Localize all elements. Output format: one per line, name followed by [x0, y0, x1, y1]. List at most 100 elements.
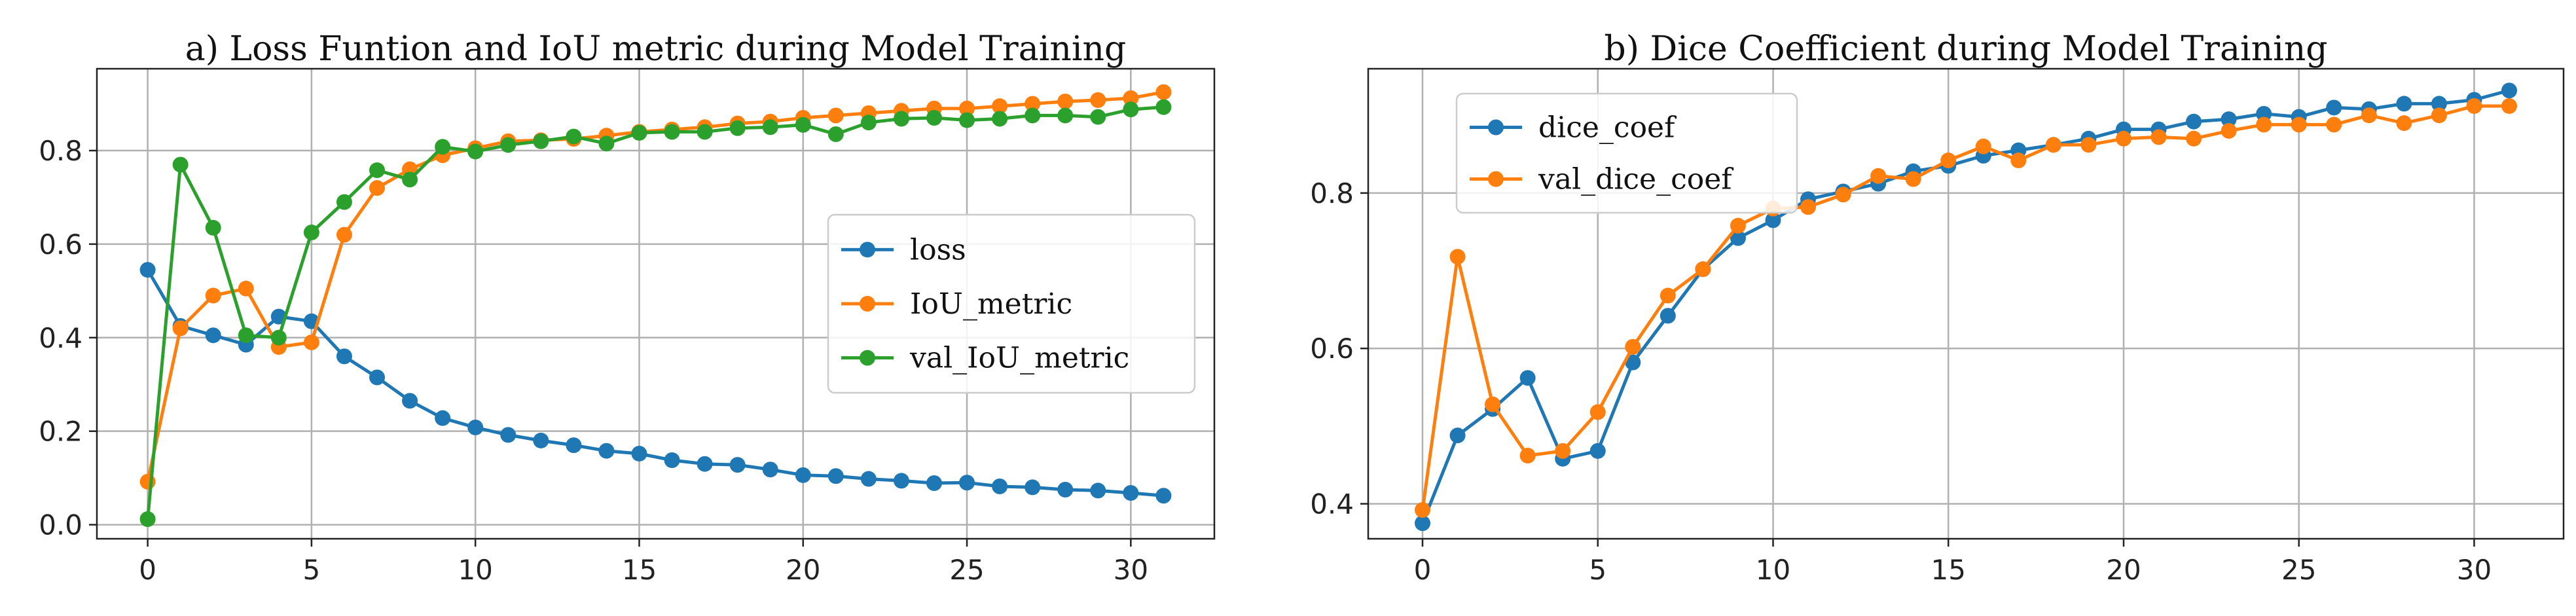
legend-label: val_IoU_metric: [909, 342, 1129, 375]
data-point: [533, 133, 549, 149]
data-point: [566, 437, 582, 454]
data-point: [1449, 249, 1466, 265]
legend-label: val_dice_coef: [1538, 163, 1733, 196]
data-point: [336, 194, 352, 210]
data-point: [1870, 168, 1887, 184]
data-point: [238, 327, 254, 344]
data-point: [369, 162, 386, 179]
x-tick-label: 20: [2106, 554, 2141, 586]
legend: dice_coef val_dice_coef: [1455, 92, 1798, 214]
data-point: [795, 467, 811, 483]
data-point: [139, 511, 156, 527]
data-point: [2080, 137, 2097, 153]
data-point: [435, 410, 451, 426]
data-point: [1905, 171, 1921, 187]
data-point: [1057, 94, 1074, 110]
data-point: [1519, 370, 1536, 386]
data-point: [992, 478, 1008, 494]
data-point: [336, 226, 352, 243]
y-tick-label: 0.8: [39, 135, 82, 167]
data-point: [303, 225, 319, 241]
data-point: [1123, 484, 1139, 501]
data-point: [1660, 287, 1676, 304]
data-point: [467, 419, 484, 435]
data-point: [762, 119, 778, 136]
data-point: [631, 445, 647, 462]
data-point: [1800, 199, 1817, 215]
x-tick-label: 20: [786, 554, 820, 586]
y-tick-label: 0.4: [39, 322, 82, 354]
data-point: [1589, 443, 1606, 459]
data-point: [2221, 122, 2237, 139]
data-point: [500, 427, 517, 443]
data-point: [1090, 482, 1106, 499]
data-point: [1025, 479, 1041, 496]
data-point: [2361, 107, 2377, 124]
data-point: [2186, 113, 2202, 130]
data-point: [1940, 153, 1957, 169]
x-tick-label: 30: [2457, 554, 2492, 586]
data-point: [1975, 138, 1991, 154]
data-point: [959, 112, 975, 128]
data-point: [762, 462, 778, 478]
data-point: [435, 139, 451, 155]
data-point: [1730, 217, 1746, 234]
data-point: [369, 369, 386, 386]
data-point: [402, 393, 418, 409]
chart-panel-b: b) Dice Coefficient during Model Trainin…: [1310, 29, 2565, 586]
x-tick-label: 10: [1756, 554, 1790, 586]
data-point: [1449, 427, 1466, 444]
legend-label: IoU_metric: [910, 287, 1072, 321]
legend-marker: [860, 296, 875, 312]
data-point: [1555, 443, 1571, 459]
data-point: [2466, 98, 2482, 114]
data-point: [926, 475, 942, 491]
data-point: [1057, 481, 1074, 498]
data-point: [992, 98, 1008, 115]
data-point: [860, 115, 877, 131]
legend: loss IoU_metric val_IoU_metric: [827, 213, 1196, 394]
legend-entry-val_dice_coef: val_dice_coef: [1470, 163, 1733, 196]
data-point: [697, 124, 713, 140]
data-point: [1415, 502, 1430, 518]
legend-label: loss: [910, 233, 966, 266]
y-tick-label: 0.4: [1310, 488, 1354, 520]
data-point: [336, 348, 352, 365]
data-point: [2431, 107, 2447, 124]
data-point: [1695, 261, 1711, 278]
data-point: [729, 457, 746, 473]
data-point: [827, 126, 844, 143]
data-point: [959, 100, 975, 117]
data-point: [664, 124, 680, 140]
data-point: [1660, 308, 1676, 324]
x-tick-label: 10: [458, 554, 492, 586]
data-point: [926, 110, 942, 126]
data-point: [566, 128, 582, 145]
data-point: [500, 137, 517, 153]
data-point: [533, 432, 549, 448]
axes-frame: [96, 67, 1216, 540]
data-point: [2396, 115, 2412, 132]
data-point: [2396, 96, 2412, 112]
data-point: [959, 475, 975, 491]
data-point: [2291, 117, 2307, 133]
data-point: [893, 473, 909, 489]
data-point: [2256, 105, 2272, 122]
legend-marker: [1488, 119, 1504, 136]
y-tick-label: 0.6: [39, 228, 82, 261]
data-point: [2150, 129, 2167, 145]
data-point: [369, 180, 386, 196]
x-tick-label: 15: [622, 554, 657, 586]
x-tick-label: 25: [2281, 554, 2316, 586]
legend-box: [827, 213, 1196, 394]
data-point: [1485, 396, 1501, 412]
legend-marker: [860, 242, 875, 258]
data-point: [729, 120, 746, 136]
data-point: [139, 262, 156, 278]
x-tick-label: 5: [303, 554, 321, 586]
data-point: [598, 443, 615, 459]
x-tick-label: 0: [1414, 554, 1432, 586]
y-tick-label: 0.6: [1310, 333, 1354, 365]
data-point: [1090, 92, 1106, 108]
data-point: [2045, 137, 2061, 153]
